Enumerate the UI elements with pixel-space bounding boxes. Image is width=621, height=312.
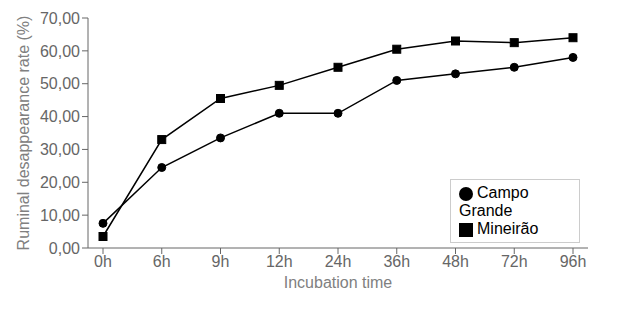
svg-text:12h: 12h (266, 253, 293, 270)
svg-text:6h: 6h (153, 253, 171, 270)
html-text:Campo Grande: Campo Grande (459, 184, 529, 219)
svg-text:40,00: 40,00 (40, 108, 80, 125)
svg-text:60,00: 60,00 (40, 43, 80, 60)
svg-text:10,00: 10,00 (40, 207, 80, 224)
svg-text:50,00: 50,00 (40, 75, 80, 92)
html-text:Mineirão: Mineirão (477, 220, 539, 237)
svg-text:72h: 72h (501, 253, 528, 270)
svg-text:20,00: 20,00 (40, 174, 80, 191)
svg-text:9h: 9h (212, 253, 230, 270)
svg-text:Incubation time: Incubation time (284, 274, 393, 291)
svg-text:36h: 36h (383, 253, 410, 270)
svg-text:0,00: 0,00 (49, 240, 80, 257)
svg-text:70,00: 70,00 (40, 10, 80, 27)
svg-text:24h: 24h (325, 253, 352, 270)
svg-text:96h: 96h (560, 253, 587, 270)
svg-text:30,00: 30,00 (40, 141, 80, 158)
svg-text:48h: 48h (442, 253, 469, 270)
svg-text:0h: 0h (94, 253, 112, 270)
svg-text:Ruminal desappearance rate (%): Ruminal desappearance rate (%) (15, 16, 32, 251)
